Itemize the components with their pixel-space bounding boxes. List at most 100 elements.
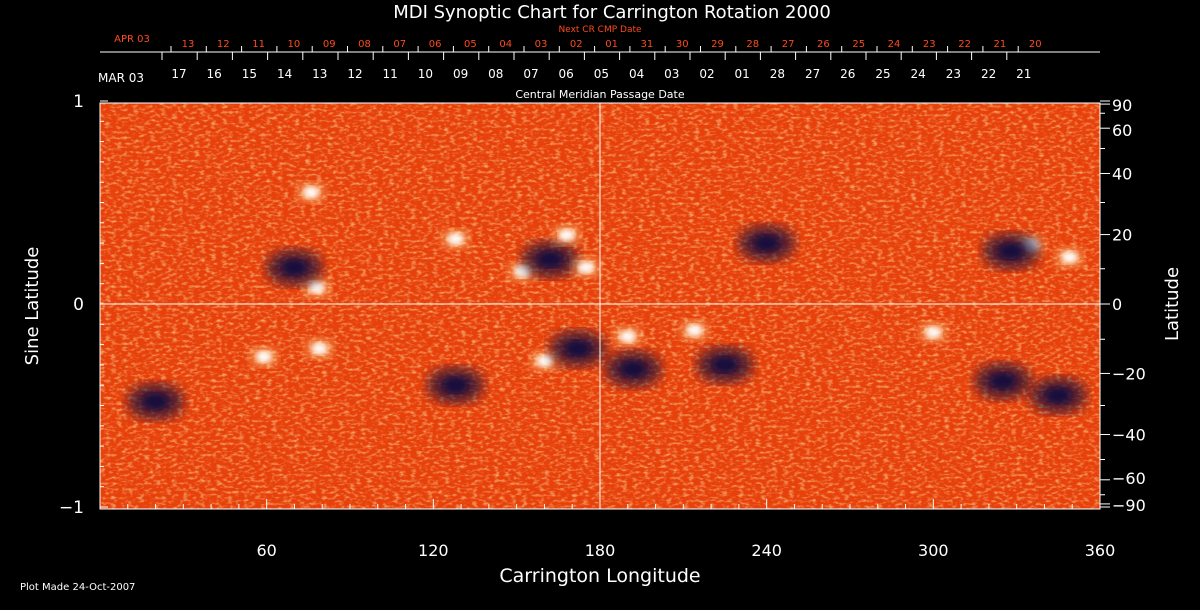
cmp-tick-label: 25 [875,67,890,81]
next-cr-tick-label: 02 [570,39,583,50]
x-tick-label: 60 [256,541,276,560]
y-axis-right-label: Latitude [1162,267,1183,341]
y-right-tick-label: 90 [1112,96,1132,115]
negative-polarity-spot [443,377,468,394]
next-cr-tick-label: 31 [641,39,654,50]
x-tick-label: 360 [1085,541,1116,560]
negative-polarity-spot [282,259,307,276]
negative-polarity-spot [538,251,562,268]
x-axis: 60 120 180 240 300 360 [99,499,1116,560]
next-cr-tick-label: 27 [782,39,795,50]
y-right-tick-label: −20 [1112,364,1146,383]
magnetic-features [127,182,1087,420]
next-cr-tick-label: 11 [252,39,265,50]
positive-polarity-spot [578,261,595,274]
cmp-tick-label: 27 [805,67,820,81]
y-axis-right: 90 60 40 20 0 −20 −40 −60 −90 [1100,96,1146,515]
cmp-tick-label: 26 [840,67,855,81]
positive-polarity-spot [925,326,942,339]
cmp-tick-label: 07 [523,67,538,81]
negative-polarity-spot [713,356,737,373]
cmp-tick-label: 12 [347,67,362,81]
cmp-tick-label: 13 [312,67,327,81]
cmp-axis-title: Central Meridian Passage Date [515,88,684,101]
positive-polarity-spot [686,324,703,337]
next-cr-tick-label: 20 [1029,39,1042,50]
cmp-tick-label: 04 [629,67,644,81]
next-cr-tick-label: 09 [323,39,336,50]
negative-polarity-spot [990,373,1015,390]
cmp-tick-label: 23 [946,67,961,81]
positive-polarity-spot [447,233,464,246]
cmp-tick-label: 22 [981,67,996,81]
cmp-tick-label: 17 [171,67,186,81]
positive-polarity-spot [1061,251,1078,264]
cmp-tick-label: 11 [383,67,398,81]
x-tick-label: 300 [918,541,949,560]
x-axis-label: Carrington Longitude [499,565,700,587]
negative-polarity-spot [999,243,1024,260]
cmp-tick-label: 02 [699,67,714,81]
next-cr-cmp-axis: Next CR CMP Date APR 03 13 12 11 10 09 08 07 06… [100,25,1100,53]
next-cr-tick-label: 01 [605,39,618,50]
y-right-tick-label: 60 [1112,121,1132,140]
next-cr-tick-label: 29 [711,39,724,50]
next-cr-tick-label: 08 [358,39,371,50]
y-right-tick-label: 0 [1112,295,1122,314]
positive-polarity-spot [536,354,553,367]
cmp-month-label: MAR 03 [98,71,144,85]
positive-polarity-spot [303,186,320,199]
cmp-tick-label: 28 [770,67,785,81]
next-cr-tick-label: 22 [958,39,971,50]
y-right-tick-label: −60 [1112,469,1146,488]
cmp-tick-label: 05 [594,67,609,81]
next-cr-tick-label: 23 [923,39,936,50]
cmp-tick-label: 08 [488,67,503,81]
next-cr-axis-title: Next CR CMP Date [558,25,642,35]
next-cr-tick-label: 06 [429,39,442,50]
y-axis-left-label: Sine Latitude [22,247,43,366]
y-left-tick-label: −1 [59,498,84,518]
positive-polarity-spot [558,228,575,241]
next-cr-tick-label: 30 [676,39,689,50]
cmp-tick-label: 24 [911,67,926,81]
cmp-tick-label: 09 [453,67,468,81]
cmp-tick-label: 16 [207,67,222,81]
cmp-tick-label: 15 [242,67,257,81]
negative-polarity-spot [621,360,646,377]
negative-polarity-spot [1046,387,1071,404]
positive-polarity-spot [619,330,636,343]
negative-polarity-spot [565,340,590,357]
plot-made-label: Plot Made 24-Oct-2007 [20,582,135,593]
y-axis-left: 1 0 −1 [59,92,108,518]
next-cr-month-label: APR 03 [114,34,150,45]
cmp-tick-label: 03 [664,67,679,81]
cmp-tick-label: 06 [559,67,574,81]
negative-polarity-spot [754,235,779,252]
negative-polarity-spot [143,393,168,410]
next-cr-tick-label: 24 [888,39,901,50]
next-cr-tick-label: 05 [464,39,477,50]
next-cr-tick-label: 07 [393,39,406,50]
y-left-tick-label: 1 [73,92,84,112]
x-tick-label: 240 [751,541,782,560]
next-cr-tick-label: 04 [499,39,512,50]
cmp-tick-label: 10 [418,67,433,81]
cmp-tick-label: 21 [1016,67,1031,81]
y-right-tick-label: −40 [1112,425,1146,444]
next-cr-tick-label: 13 [182,39,195,50]
next-cr-tick-label: 28 [746,39,759,50]
next-cr-tick-label: 26 [817,39,830,50]
positive-polarity-spot [311,342,328,355]
next-cr-tick-label: 12 [217,39,230,50]
x-tick-label: 120 [418,541,449,560]
next-cr-tick-label: 21 [994,39,1007,50]
cmp-tick-label: 14 [277,67,292,81]
positive-polarity-spot [308,281,325,294]
next-cr-tick-label: 10 [288,39,301,50]
cmp-tick-label: 01 [735,67,750,81]
y-left-tick-label: 0 [73,295,84,315]
y-right-tick-label: 40 [1112,165,1132,184]
next-cr-tick-label: 03 [535,39,548,50]
